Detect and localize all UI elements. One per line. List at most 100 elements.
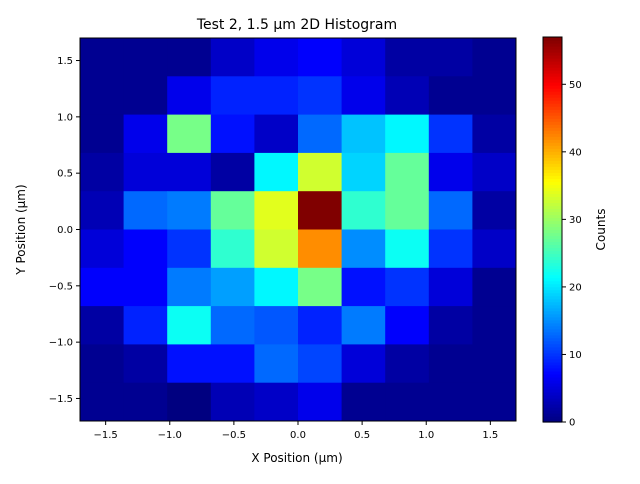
x-tick-label: −1.5 xyxy=(93,430,117,441)
heatmap-cell xyxy=(254,306,299,345)
colorbar-segment xyxy=(543,94,562,98)
colorbar-segment xyxy=(543,397,562,402)
y-tick-label: −1.5 xyxy=(49,394,73,405)
heatmap-cell xyxy=(385,38,430,77)
x-axis-ticks: −1.5 −1.0 −0.5 0.0 0.5 1.0 1.5 xyxy=(93,421,498,441)
heatmap-cell xyxy=(428,344,473,384)
colorbar-segment xyxy=(543,301,562,306)
heatmap-cell xyxy=(341,114,386,154)
colorbar-segment xyxy=(543,373,562,378)
colorbar-segment xyxy=(543,304,562,309)
heatmap-cell xyxy=(254,267,299,307)
colorbar-segment xyxy=(543,364,562,369)
colorbar-segment xyxy=(543,112,562,116)
heatmap-cell xyxy=(80,114,125,154)
colorbar-segment xyxy=(543,37,562,41)
colorbar-segment xyxy=(543,64,562,68)
heatmap-cell xyxy=(298,152,343,192)
colorbar-tick-label: 30 xyxy=(569,215,582,226)
colorbar-segment xyxy=(543,184,562,188)
heatmap-cell xyxy=(385,229,430,269)
colorbar-segment xyxy=(543,250,562,255)
colorbar-segment xyxy=(543,271,562,276)
heatmap-cell xyxy=(428,267,473,307)
y-tick-label: 0.0 xyxy=(57,225,73,236)
colorbar-segment xyxy=(543,52,562,56)
colorbar-segment xyxy=(543,43,562,47)
colorbar-segment xyxy=(543,211,562,216)
colorbar-label: Counts xyxy=(594,209,608,251)
heatmap-cell xyxy=(385,267,430,307)
heatmap-cell xyxy=(254,191,299,230)
colorbar-segment xyxy=(543,106,562,110)
x-tick-label: 1.0 xyxy=(418,430,434,441)
heatmap-cell xyxy=(298,382,343,422)
heatmap-cell xyxy=(472,267,517,307)
heatmap-cell xyxy=(210,344,255,384)
heatmap-cell xyxy=(428,191,473,230)
heatmap-cell xyxy=(80,152,125,192)
heatmap-cell xyxy=(167,344,212,384)
colorbar-segment xyxy=(543,262,562,267)
colorbar-segment xyxy=(543,265,562,270)
colorbar-segment xyxy=(543,385,562,390)
colorbar-segment xyxy=(543,67,562,71)
colorbar-segment xyxy=(543,343,562,348)
heatmap-cell xyxy=(80,191,125,230)
colorbar-segment xyxy=(543,121,562,125)
colorbar-tick-label: 0 xyxy=(569,418,575,429)
colorbar-ticks: 0 10 20 30 40 50 xyxy=(562,80,582,429)
heatmap-cell xyxy=(472,229,517,269)
heatmap-cell xyxy=(472,38,517,77)
colorbar-segment xyxy=(543,82,562,86)
y-tick-label: 1.5 xyxy=(57,56,73,67)
heatmap-cell xyxy=(385,114,430,154)
colorbar-frame xyxy=(542,36,563,423)
heatmap-cell xyxy=(298,76,343,116)
colorbar-segment xyxy=(543,232,562,237)
heatmap-cell xyxy=(123,191,168,230)
colorbar-segment xyxy=(543,220,562,225)
heatmap-cell xyxy=(167,306,212,345)
colorbar-segment xyxy=(543,259,562,264)
heatmap-cell xyxy=(80,229,125,269)
heatmap-cell xyxy=(254,344,299,384)
heatmap-cell xyxy=(167,191,212,230)
heatmap-cell xyxy=(472,114,517,154)
y-axis-label: Y Position (µm) xyxy=(14,184,28,275)
colorbar-segment xyxy=(543,199,562,204)
heatmap-cell xyxy=(123,382,168,422)
heatmap-cell xyxy=(254,382,299,422)
heatmap-cell xyxy=(385,344,430,384)
heatmap-cell xyxy=(428,152,473,192)
heatmap-cell xyxy=(428,38,473,77)
colorbar-segment xyxy=(543,409,562,414)
colorbar-segment xyxy=(543,280,562,285)
colorbar-segment xyxy=(543,331,562,336)
x-tick-label: 0.0 xyxy=(290,430,306,441)
colorbar-segment xyxy=(543,142,562,146)
heatmap-cell xyxy=(298,344,343,384)
colorbar-segment xyxy=(543,268,562,273)
colorbar-segment xyxy=(543,76,562,80)
heatmap-cell xyxy=(123,76,168,116)
heatmap-cell xyxy=(123,306,168,345)
colorbar-segment xyxy=(543,166,562,170)
heatmap-cell xyxy=(167,382,212,422)
colorbar-segment xyxy=(543,127,562,131)
colorbar-segment xyxy=(543,118,562,122)
heatmap-cell xyxy=(298,191,343,230)
colorbar-segment xyxy=(543,241,562,246)
colorbar-segment xyxy=(543,97,562,101)
chart-title: Test 2, 1.5 µm 2D Histogram xyxy=(196,17,397,33)
heatmap-cell xyxy=(210,306,255,345)
colorbar-segment xyxy=(543,115,562,119)
colorbar-segment xyxy=(543,136,562,140)
heatmap-cell xyxy=(80,344,125,384)
heatmap-cell xyxy=(210,114,255,154)
heatmap-cell xyxy=(298,306,343,345)
heatmap-cell xyxy=(472,344,517,384)
heatmap-cell xyxy=(472,191,517,230)
heatmap-cell xyxy=(254,38,299,77)
heatmap-cell xyxy=(472,152,517,192)
